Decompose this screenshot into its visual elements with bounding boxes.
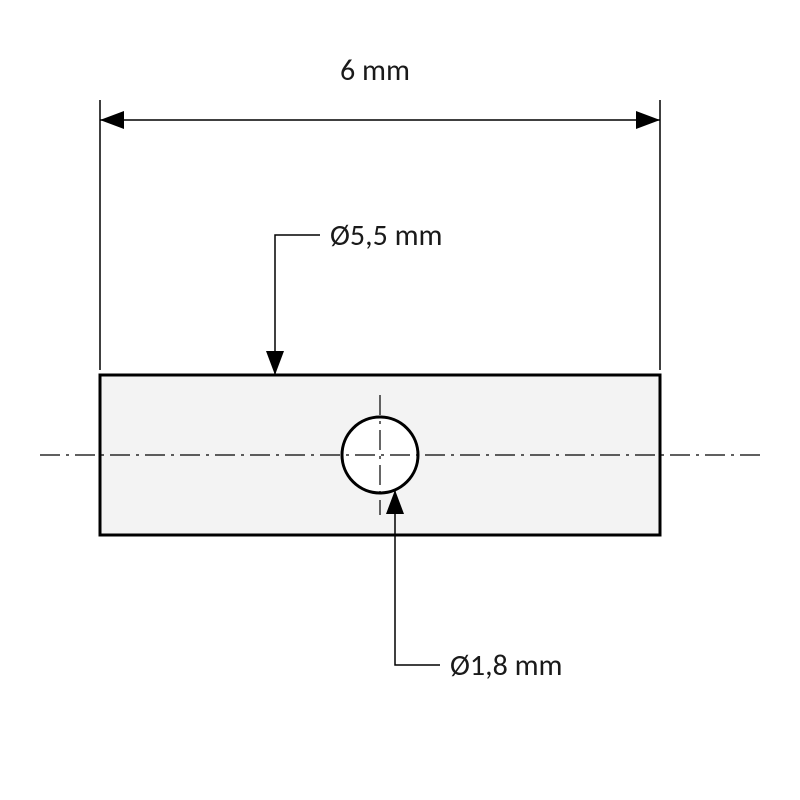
dim-hole-label: Ø1,8 mm [450,647,563,684]
dim-width-label: 6 mm [340,52,410,89]
dim-arrow-icon [266,351,284,375]
dim-ring-label: Ø5,5 mm [330,217,443,254]
dim-arrow-icon [636,111,660,129]
dim-arrow-icon [100,111,124,129]
technical-drawing: 6 mm Ø5,5 mm Ø1,8 mm [0,0,800,800]
